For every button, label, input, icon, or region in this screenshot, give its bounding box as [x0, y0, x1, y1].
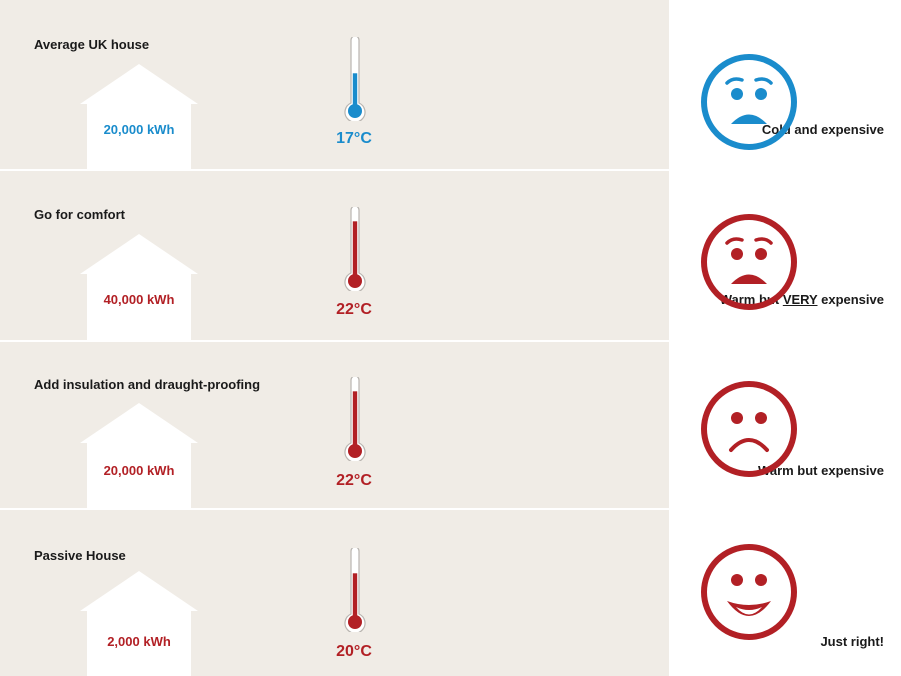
thermometer-bulb	[348, 615, 362, 629]
face-smile-highlight	[736, 607, 762, 615]
thermometer-bulb	[348, 274, 362, 288]
house-icon	[80, 403, 198, 508]
face-outline	[701, 54, 797, 150]
thermometer-icon	[342, 377, 368, 461]
row-title: Average UK house	[34, 37, 150, 52]
verdict-text-main: Warm but expensive	[758, 463, 884, 478]
house-energy-value: 2,000 kWh	[107, 634, 171, 649]
verdict-text-main: Just right!	[820, 634, 884, 649]
house-icon	[80, 64, 198, 170]
house-icon	[80, 234, 198, 340]
verdict-emphasis: VERY	[782, 292, 818, 307]
verdict-text: Warm but expensive	[758, 463, 884, 478]
face-eye	[755, 574, 767, 586]
face-outline	[701, 381, 797, 477]
house-energy-value: 20,000 kWh	[103, 463, 175, 478]
worried-face-icon	[700, 53, 798, 151]
face-mouth	[731, 274, 767, 284]
house-energy-value: 40,000 kWh	[103, 292, 175, 307]
smiling-face-icon	[700, 543, 798, 641]
thermometer-mercury	[352, 221, 358, 275]
thermometer-bulb	[348, 444, 362, 458]
thermometer-bulb	[348, 104, 362, 118]
thermometer-mercury	[352, 391, 358, 445]
face-eyebrow	[725, 237, 744, 245]
thermometer-icon	[342, 548, 368, 632]
face-eye	[755, 412, 767, 424]
face-eyebrow	[725, 77, 744, 85]
face-mouth	[729, 438, 769, 452]
face-eyebrow	[754, 77, 773, 85]
row-title: Add insulation and draught-proofing	[34, 377, 261, 392]
verdict-text-main: Cold and expensive	[761, 122, 884, 137]
face-eye	[755, 248, 767, 260]
face-mouth	[731, 114, 767, 124]
row-title: Passive House	[34, 548, 126, 563]
thermometer-icon	[342, 207, 368, 291]
face-eye	[755, 88, 767, 100]
thermometer-mercury	[352, 573, 358, 616]
worried-face-icon	[700, 213, 798, 311]
temperature-value: 22°C	[336, 472, 372, 489]
sad-face-icon	[700, 380, 798, 478]
face-eye	[731, 574, 743, 586]
face-mouth	[727, 601, 771, 616]
verdict-text: Cold and expensive	[762, 122, 884, 137]
temperature-value: 22°C	[336, 301, 372, 318]
house-energy-value: 20,000 kWh	[103, 122, 175, 137]
face-eye	[731, 248, 743, 260]
row-title: Go for comfort	[34, 207, 125, 222]
verdict-text-tail: expensive	[817, 292, 884, 307]
thermometer-icon	[342, 37, 368, 121]
face-eye	[731, 88, 743, 100]
temperature-value: 20°C	[336, 643, 372, 660]
house-icon	[80, 571, 198, 676]
face-eye	[731, 412, 743, 424]
face-outline	[701, 214, 797, 310]
face-eyebrow	[754, 237, 773, 245]
verdict-text: Just right!	[820, 634, 884, 649]
face-outline	[701, 544, 797, 640]
thermometer-mercury	[352, 73, 358, 105]
temperature-value: 17°C	[336, 130, 372, 147]
